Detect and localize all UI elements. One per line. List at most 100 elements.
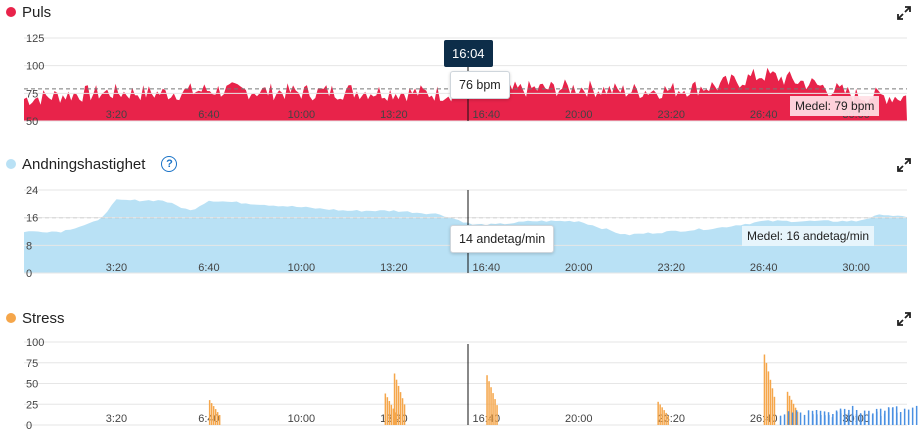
stress-bar (791, 412, 794, 425)
expand-arrows-icon[interactable] (897, 158, 911, 172)
y-tick-label: 75 (26, 358, 38, 370)
stress-bar (397, 385, 400, 425)
stress-bar (875, 408, 878, 425)
pulse-tooltip: 76 bpm (450, 71, 510, 99)
pulse-header: Puls (6, 2, 51, 22)
stress-bar (779, 415, 782, 425)
y-tick-label: 24 (26, 185, 38, 197)
stress-bar (794, 407, 797, 425)
stress-bar (867, 415, 870, 425)
stress-bar (212, 406, 215, 425)
stress-bar (832, 414, 834, 425)
stress-bar (496, 405, 498, 425)
stress-chart[interactable]: 02550751003:206:4010:0013:2016:4020:0023… (0, 306, 919, 438)
stress-bar (657, 401, 659, 425)
y-tick-label: 100 (26, 61, 44, 73)
x-tick-label: 20:00 (565, 109, 593, 121)
stress-bar (210, 403, 213, 425)
stress-bar (839, 410, 842, 425)
stress-bar (871, 414, 874, 425)
stress-bar (661, 407, 663, 425)
stress-bar (816, 414, 818, 425)
x-tick-label: 20:00 (565, 413, 593, 425)
y-tick-label: 0 (26, 420, 32, 432)
stress-panel: Stress 02550751003:206:4010:0013:2016:40… (0, 306, 919, 438)
stress-bar (790, 399, 793, 425)
question-circle-icon[interactable]: ? (161, 156, 178, 172)
y-tick-label: 125 (26, 33, 44, 45)
stress-bar (795, 410, 798, 425)
stress-bar (659, 404, 661, 425)
stress-bar (824, 415, 826, 425)
stress-bar (796, 411, 799, 425)
x-tick-label: 3:20 (106, 109, 127, 121)
stress-bar (492, 393, 494, 425)
breathing-header: Andningshastighet ? (6, 154, 178, 174)
y-tick-label: 50 (26, 379, 38, 391)
stress-bar (386, 397, 389, 425)
y-tick-label: 75 (26, 88, 38, 100)
stress-bar (486, 375, 488, 425)
stress-bar (667, 415, 669, 425)
stress-bar (883, 413, 886, 425)
stress-bar (388, 401, 391, 425)
stress-bar (895, 406, 898, 425)
x-tick-label: 10:00 (288, 262, 316, 274)
stress-bar (663, 410, 665, 425)
x-tick-label: 30:00 (842, 262, 870, 274)
stress-bar (218, 415, 221, 425)
x-tick-label: 10:00 (288, 413, 316, 425)
stress-bar (911, 407, 914, 425)
y-tick-label: 0 (26, 268, 32, 280)
stress-bar (863, 410, 866, 425)
stress-bar (887, 407, 890, 425)
x-tick-label: 26:40 (750, 262, 778, 274)
stress-bar (903, 408, 906, 425)
stress-bar (787, 411, 790, 425)
stress-bar (490, 387, 492, 425)
breathing-panel: Andningshastighet ? 0 8 16 24 3:20 6:40 10:00 1… (0, 152, 919, 300)
x-tick-label: 16:40 (473, 109, 501, 121)
x-tick-label: 10:00 (288, 109, 316, 121)
expand-arrows-icon[interactable] (897, 312, 911, 326)
stress-header: Stress (6, 308, 65, 328)
pulse-average-label: Medel: 79 bpm (790, 96, 880, 116)
stress-bar (395, 379, 398, 425)
y-tick-label: 50 (26, 116, 38, 128)
stress-bar (879, 408, 882, 425)
breathing-average-label: Medel: 16 andetag/min (742, 226, 875, 246)
stress-legend-dot (6, 313, 16, 323)
stress-bar (788, 395, 791, 425)
stress-bar (767, 371, 770, 425)
stress-bar (915, 405, 918, 425)
stress-bar (859, 413, 862, 425)
expand-arrows-icon[interactable] (897, 6, 911, 20)
stress-bar (763, 354, 766, 425)
stress-bar (665, 412, 667, 425)
stress-bar (792, 403, 795, 425)
stress-bar (216, 412, 219, 425)
stress-bar (855, 410, 858, 425)
stress-bar (765, 362, 768, 425)
breathing-legend-dot (6, 159, 16, 169)
x-tick-label: 20:00 (565, 262, 593, 274)
pulse-legend-dot (6, 7, 16, 17)
stress-bar (899, 412, 902, 425)
pulse-panel: Puls 50 75 100 125 3:20 6:40 10:00 13:20 16:40 20… (0, 0, 919, 148)
pulse-title: Puls (22, 3, 52, 21)
x-tick-label: 13:20 (380, 262, 408, 274)
x-tick-label: 16:40 (473, 262, 501, 274)
stress-bar (820, 415, 822, 425)
stress-bar (494, 399, 496, 425)
y-tick-label: 25 (26, 399, 38, 411)
x-tick-label: 26:40 (750, 413, 778, 425)
stress-bar (843, 408, 846, 425)
x-tick-label: 23:20 (657, 109, 685, 121)
x-tick-label: 26:40 (750, 109, 778, 121)
stress-bar (786, 391, 789, 425)
y-tick-label: 100 (26, 337, 44, 349)
x-tick-label: 6:40 (198, 109, 219, 121)
stress-bar (394, 412, 397, 425)
x-tick-label: 13:20 (380, 109, 408, 121)
x-tick-label: 6:40 (198, 262, 219, 274)
